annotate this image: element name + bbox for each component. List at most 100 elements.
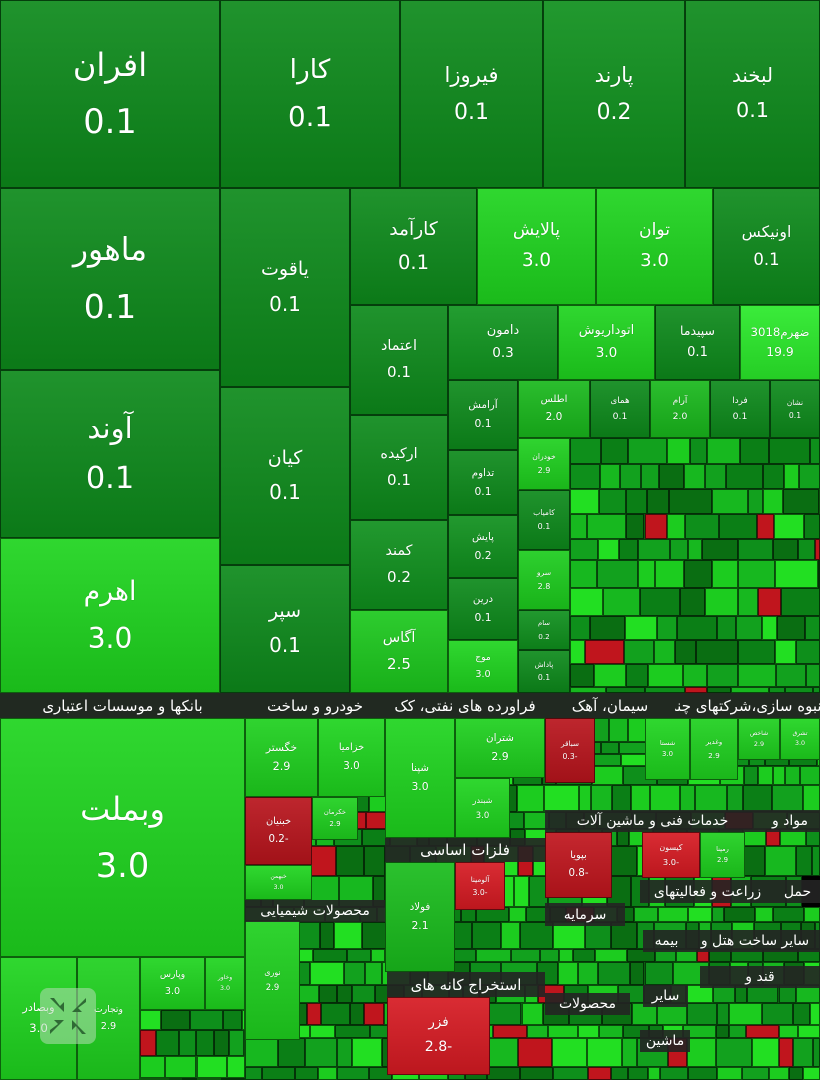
stock-tile[interactable]: اونیکس 0.1 xyxy=(713,188,820,305)
filler-tile xyxy=(627,1066,648,1080)
filler-tile xyxy=(687,538,703,560)
stock-tile[interactable]: کیسون 3.0- xyxy=(642,832,700,878)
tile-value: 2.9 xyxy=(272,759,291,773)
collapse-icon[interactable] xyxy=(40,988,96,1044)
filler-tile xyxy=(597,559,638,589)
stock-tile[interactable]: رمپنا 2.9 xyxy=(700,832,745,878)
stock-tile[interactable]: یاقوت 0.1 xyxy=(220,188,350,387)
stock-tile[interactable]: شستا 3.0 xyxy=(645,718,690,780)
stock-tile[interactable]: فزر 2.8- xyxy=(387,997,490,1075)
stock-tile[interactable]: تشرق 3.0 xyxy=(780,718,820,760)
filler-tile xyxy=(762,464,784,489)
stock-tile[interactable]: آوند 0.1 xyxy=(0,370,220,538)
tile-name: ماهور xyxy=(72,231,148,268)
stock-tile[interactable]: وخاور 3.0 xyxy=(205,957,245,1010)
stock-tile[interactable]: خکرمان 2.9 xyxy=(312,797,358,840)
tile-name: خودران xyxy=(532,452,556,462)
filler-tile xyxy=(690,438,707,465)
tile-value: 3.0- xyxy=(662,856,680,867)
stock-tile[interactable]: شتران 2.9 xyxy=(455,718,545,778)
stock-tile[interactable]: سباقر 0.3- xyxy=(545,718,595,783)
stock-tile[interactable]: کارآمد 0.1 xyxy=(350,188,477,305)
stock-tile[interactable]: پاداش 0.1 xyxy=(518,650,570,693)
stock-tile[interactable]: پالایش 3.0 xyxy=(477,188,596,305)
stock-tile[interactable]: ماهور 0.1 xyxy=(0,188,220,370)
stock-tile[interactable]: آلومینا 3.0- xyxy=(455,862,505,910)
tile-name: شستا xyxy=(659,738,676,747)
stock-tile[interactable]: اتوداریوش 3.0 xyxy=(558,305,655,380)
stock-tile[interactable]: تداوم 0.1 xyxy=(448,450,518,515)
filler-tile xyxy=(647,488,670,514)
stock-tile[interactable]: بپویا 0.8- xyxy=(545,832,612,898)
stock-tile[interactable]: آگاس 2.5 xyxy=(350,610,448,693)
stock-tile[interactable]: شاخص 2.9 xyxy=(738,718,780,760)
stock-tile[interactable]: پارند 0.2 xyxy=(543,0,685,188)
stock-tile[interactable]: خگستر 2.9 xyxy=(245,718,318,797)
stock-tile[interactable]: خزامیا 3.0 xyxy=(318,718,385,797)
stock-tile[interactable]: سپیدما 0.1 xyxy=(655,305,740,380)
filler-tile xyxy=(527,1024,548,1038)
stock-tile[interactable]: خودران 2.9 xyxy=(518,438,570,490)
filler-tile xyxy=(544,784,579,813)
stock-tile[interactable]: آرام 2.0 xyxy=(650,380,710,438)
filler-tile xyxy=(785,686,814,693)
stock-tile[interactable]: لبخند 0.1 xyxy=(685,0,820,188)
tile-value: 0.1 xyxy=(788,410,802,420)
stock-tile[interactable]: فردا 0.1 xyxy=(710,380,770,438)
stock-tile[interactable]: وتجارت 2.9 xyxy=(77,957,140,1080)
stock-tile[interactable]: درین 0.1 xyxy=(448,578,518,640)
stock-tile[interactable]: وغدیر 2.9 xyxy=(690,718,738,780)
tile-name: افران xyxy=(72,46,148,84)
stock-tile[interactable]: وبصادر 3.0 xyxy=(0,957,77,1080)
tile-value: 3.0 xyxy=(640,250,669,272)
tile-value: 0.3- xyxy=(562,752,578,762)
stock-tile[interactable]: اطلس 2.0 xyxy=(518,380,590,438)
stock-tile[interactable]: سپر 0.1 xyxy=(220,565,350,693)
tile-value: 0.2- xyxy=(268,833,289,846)
tile-name: فیروزا xyxy=(444,62,499,87)
filler-tile xyxy=(320,1002,351,1025)
stock-tile[interactable]: افران 0.1 xyxy=(0,0,220,188)
filler-tile xyxy=(486,1002,522,1025)
stock-tile[interactable]: کمند 0.2 xyxy=(350,520,448,610)
tile-value: 2.9 xyxy=(100,1020,117,1032)
stock-tile[interactable]: اعتماد 0.1 xyxy=(350,305,448,415)
stock-tile[interactable]: کیان 0.1 xyxy=(220,387,350,565)
filler-tile xyxy=(762,488,784,514)
stock-tile[interactable]: سرو 2.8 xyxy=(518,550,570,610)
tile-name: سرو xyxy=(536,568,552,578)
stock-tile[interactable]: کارا 0.1 xyxy=(220,0,400,188)
stock-tile[interactable]: موج 3.0 xyxy=(448,640,518,693)
stock-tile[interactable]: فیروزا 0.1 xyxy=(400,0,543,188)
stock-tile[interactable]: سام 0.2 xyxy=(518,610,570,650)
filler-tile xyxy=(648,663,684,687)
tile-value: 19.9 xyxy=(766,345,794,360)
filler-tile xyxy=(775,559,819,589)
stock-tile[interactable]: خبهمن 3.0 xyxy=(245,865,312,900)
stock-tile[interactable]: کامیاب 0.1 xyxy=(518,490,570,550)
stock-tile[interactable]: خبنیان 0.2- xyxy=(245,797,312,865)
stock-tile[interactable]: ارکیده 0.1 xyxy=(350,415,448,520)
stock-tile[interactable]: پایش 0.2 xyxy=(448,515,518,578)
stock-tile[interactable]: نشان 0.1 xyxy=(770,380,820,438)
stock-tile[interactable]: فولاد 2.1 xyxy=(385,862,455,972)
stock-tile[interactable]: وپارس 3.0 xyxy=(140,957,205,1010)
stock-tile[interactable]: وبملت 3.0 xyxy=(0,718,245,957)
stock-tile[interactable]: توان 3.0 xyxy=(596,188,713,305)
filler-tile xyxy=(716,1066,743,1080)
stock-tile[interactable]: شبندر 3.0 xyxy=(455,778,510,838)
stock-tile[interactable]: ضهرم3018 19.9 xyxy=(740,305,820,380)
tile-value: 0.1 xyxy=(269,291,301,316)
filler-tile xyxy=(761,616,778,640)
stock-tile[interactable]: دامون 0.3 xyxy=(448,305,558,380)
filler-tile xyxy=(637,559,656,589)
stock-tile[interactable]: شپنا 3.0 xyxy=(385,718,455,838)
filler-tile xyxy=(611,922,637,950)
stock-tile[interactable]: همای 0.1 xyxy=(590,380,650,438)
filler-tile xyxy=(626,513,645,539)
filler-tile xyxy=(731,686,770,693)
stock-tile[interactable]: اهرم 3.0 xyxy=(0,538,220,693)
stock-tile[interactable]: نوری 2.9 xyxy=(245,920,300,1040)
filler-tile xyxy=(598,488,627,514)
stock-tile[interactable]: آرامش 0.1 xyxy=(448,380,518,450)
